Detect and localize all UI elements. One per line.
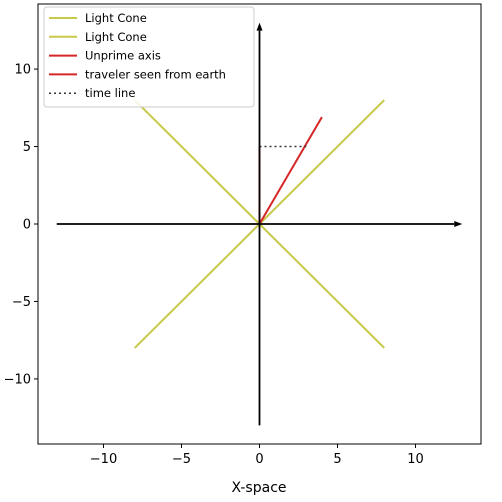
- y-tick-label: 5: [23, 140, 31, 155]
- legend-label: Light Cone: [85, 11, 147, 25]
- y-tick-label: −10: [4, 372, 31, 387]
- axis-arrow-head-0: [454, 221, 463, 227]
- x-tick-label: 5: [333, 452, 341, 467]
- legend-label: Unprime axis: [85, 49, 161, 63]
- x-axis-title: X-space: [231, 480, 286, 496]
- series-line-3: [258, 116, 323, 225]
- legend: Light Cone Light Cone Unprime axis traveler…: [43, 6, 255, 108]
- legend-label: Light Cone: [85, 30, 147, 44]
- x-tick-label: −5: [172, 452, 191, 467]
- x-axis-ticks: −10 −5 0 5 10: [90, 444, 424, 467]
- x-tick-label: −10: [90, 452, 117, 467]
- y-tick-label: 10: [14, 63, 31, 78]
- legend-label: time line: [85, 86, 135, 100]
- y-axis-ticks: −10 −5 0 5 10: [4, 63, 38, 387]
- legend-box: [43, 6, 255, 108]
- x-tick-label: 0: [255, 452, 263, 467]
- x-tick-label: 10: [407, 452, 424, 467]
- legend-label: traveler seen from earth: [85, 67, 226, 81]
- axis-arrows: [56, 22, 463, 426]
- axis-arrow-head-1: [256, 22, 263, 31]
- y-tick-label: −5: [12, 295, 31, 310]
- y-tick-label: 0: [23, 218, 31, 233]
